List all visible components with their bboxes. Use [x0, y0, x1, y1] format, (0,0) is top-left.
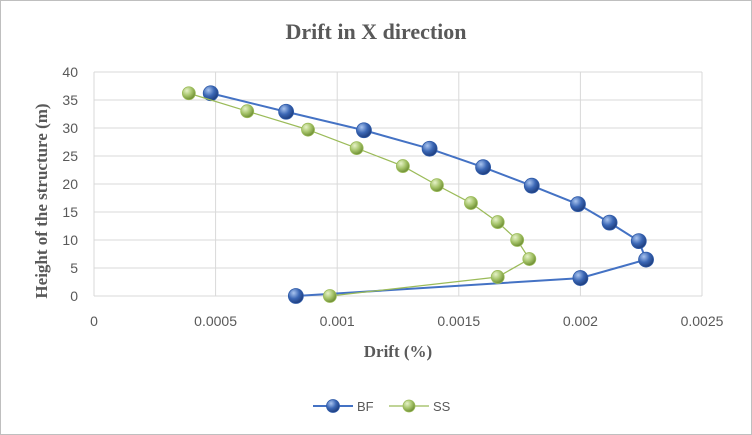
data-point-ss [490, 215, 505, 229]
data-point-bf [523, 177, 540, 194]
data-point-bf [356, 122, 372, 139]
data-point-bf [475, 159, 492, 176]
x-tick-label: 0 [90, 313, 98, 329]
x-tick-labels: 0 0.0005 0.001 0.0015 0.002 0.0025 [90, 313, 724, 329]
series-ss [181, 86, 537, 303]
x-tick-label: 0.001 [320, 313, 355, 329]
series-line-bf [210, 92, 648, 297]
y-tick-label: 35 [62, 92, 78, 108]
data-point-ss [181, 86, 196, 101]
data-point-bf [202, 85, 219, 102]
data-point-ss [464, 196, 478, 210]
legend-marker [402, 399, 416, 413]
data-point-bf [287, 288, 304, 304]
y-axis-title: Height of the structure (m) [32, 103, 51, 298]
x-tick-label: 0.002 [563, 313, 598, 329]
data-point-ss [395, 159, 410, 173]
legend: BF SS [313, 399, 451, 414]
series-line-ss [188, 92, 531, 297]
y-tick-label: 30 [62, 120, 78, 136]
y-tick-label: 0 [70, 288, 78, 304]
data-point-bf [570, 196, 586, 213]
chart-title: Drift in X direction [285, 19, 466, 44]
data-point-bf [421, 140, 438, 157]
data-point-ss [490, 270, 505, 284]
y-tick-label: 10 [62, 232, 78, 248]
data-point-ss [323, 289, 337, 303]
x-tick-label: 0.0015 [437, 313, 480, 329]
data-point-bf [572, 270, 589, 286]
data-point-bf [630, 233, 647, 250]
series-layer [181, 85, 654, 304]
y-tick-label: 5 [70, 260, 78, 276]
data-point-bf [278, 103, 295, 120]
data-point-bf [601, 214, 618, 231]
legend-marker [326, 399, 340, 413]
y-tick-labels: 0 5 10 15 20 25 30 35 40 [62, 64, 78, 304]
data-point-ss [349, 141, 364, 156]
data-point-ss [240, 104, 255, 119]
legend-label: BF [357, 399, 374, 414]
y-tick-label: 15 [62, 204, 78, 220]
legend-item-bf: BF [313, 399, 374, 414]
legend-label: SS [433, 399, 451, 414]
legend-item-ss: SS [389, 399, 451, 414]
data-point-ss [430, 178, 444, 193]
y-tick-label: 25 [62, 148, 78, 164]
grid-layer [93, 71, 703, 297]
y-tick-label: 20 [62, 176, 78, 192]
data-point-ss [301, 122, 315, 137]
x-tick-label: 0.0025 [681, 313, 724, 329]
y-tick-label: 40 [62, 64, 78, 80]
data-point-ss [522, 252, 537, 266]
x-tick-label: 0.0005 [194, 313, 237, 329]
data-point-bf [638, 251, 654, 268]
x-axis-title: Drift (%) [364, 342, 432, 361]
data-point-ss [510, 233, 525, 247]
series-bf [202, 85, 654, 304]
